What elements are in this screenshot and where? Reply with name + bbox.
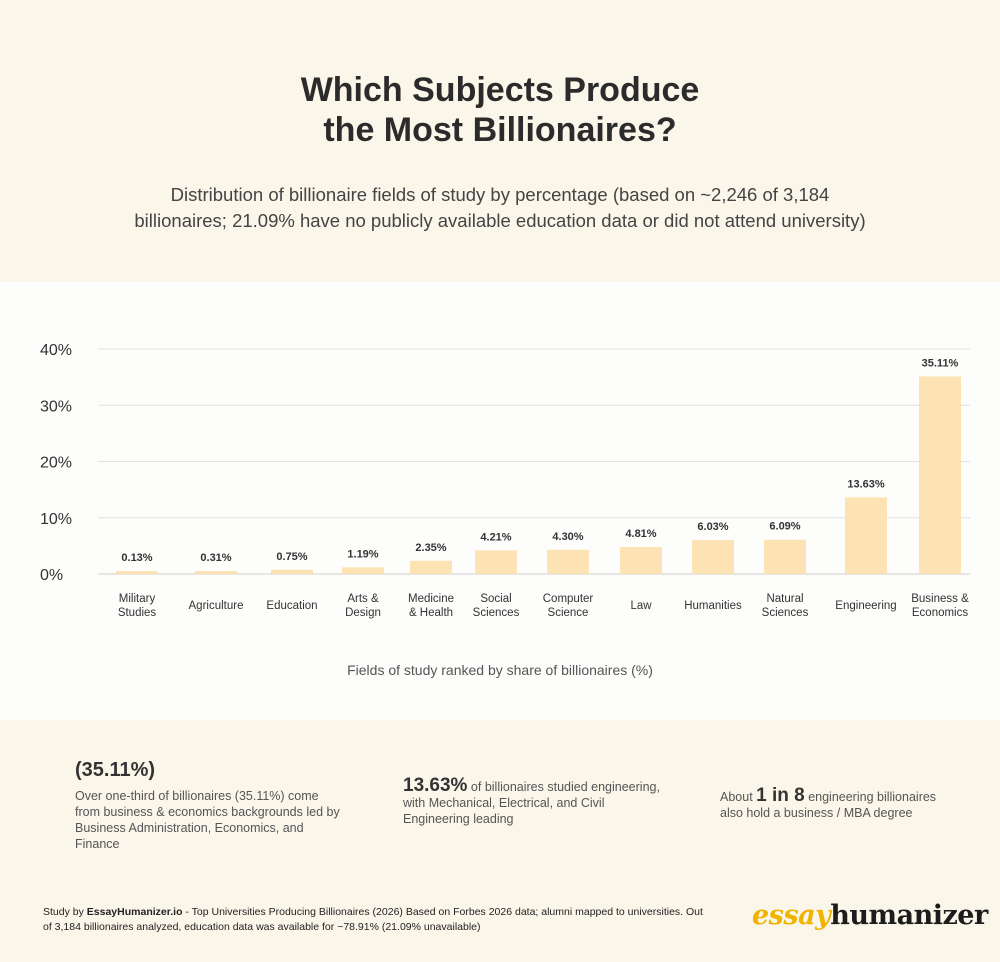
data-label: 4.81%: [625, 528, 656, 540]
footer-source-note: Study by EssayHumanizer.io - Top Univers…: [43, 905, 703, 935]
data-label: 13.63%: [847, 478, 885, 490]
bar: [764, 539, 806, 574]
x-tick-label: Arts &: [347, 593, 379, 605]
x-tick-label: Sciences: [762, 607, 809, 619]
data-label: 0.31%: [200, 552, 231, 564]
data-label: 4.21%: [480, 531, 511, 543]
bar: [116, 571, 158, 574]
stats-panel: (35.11%) Over one-third of billionaires …: [0, 720, 1000, 962]
x-tick-label: Design: [345, 607, 381, 619]
footer-text: - Top Universities Producing Billionaire…: [43, 906, 703, 933]
bar: [547, 549, 589, 574]
stat-engineering-text: of billionaires studied engineering, wit…: [403, 780, 660, 826]
x-tick-label: Education: [266, 600, 317, 612]
header: Which Subjects Produce the Most Billiona…: [0, 0, 1000, 282]
data-label: 6.09%: [769, 521, 800, 533]
bar: [475, 550, 517, 574]
data-label: 2.35%: [415, 542, 446, 554]
data-label: 35.11%: [922, 358, 959, 370]
x-tick-label: & Health: [409, 607, 453, 619]
stat-business: (35.11%) Over one-third of billionaires …: [75, 758, 345, 852]
x-tick-label: Sciences: [473, 607, 520, 619]
y-tick-label: 10%: [40, 511, 72, 528]
stat-mba-text: engineering billionaires also hold a bus…: [720, 790, 937, 820]
stat-business-text: Over one-third of billionaires (35.11%) …: [75, 789, 340, 851]
y-tick-label: 40%: [40, 342, 72, 359]
chart-area: 0% 10% 20% 30% 40% 0.13% Military Studies 0.31% A…: [0, 282, 1000, 720]
bar: [919, 376, 961, 574]
y-tick-label: 20%: [40, 455, 72, 472]
bar: [620, 546, 662, 574]
x-tick-label: Natural: [766, 593, 803, 605]
footer-brand: EssayHumanizer.io: [86, 906, 183, 918]
x-axis-title: Fields of study ranked by share of billi…: [347, 662, 653, 678]
title-line-2: the Most Billionaires?: [323, 111, 677, 149]
x-tick-label: Computer: [543, 593, 594, 605]
page-subtitle: Distribution of billionaire fields of st…: [134, 184, 866, 231]
footer-prefix: Study by: [43, 906, 87, 918]
data-label: 0.75%: [276, 551, 307, 563]
page-title: Which Subjects Produce the Most Billiona…: [0, 70, 1000, 150]
bar: [410, 560, 452, 574]
x-tick-label: Engineering: [835, 600, 896, 612]
x-tick-label: Humanities: [684, 600, 742, 612]
stat-mba-value: 1 in 8: [756, 785, 805, 806]
y-tick-label: 0%: [40, 567, 63, 584]
x-tick-label: Law: [630, 600, 652, 612]
data-label: 4.30%: [552, 531, 583, 543]
x-tick-label: Military: [119, 593, 156, 605]
logo-essay: essay: [752, 900, 831, 931]
logo-humanizer: humanizer: [830, 900, 988, 931]
data-label: 0.13%: [121, 552, 152, 564]
title-line-1: Which Subjects Produce: [300, 71, 700, 109]
data-label: 1.19%: [347, 548, 378, 560]
x-tick-label: Medicine: [408, 593, 454, 605]
data-label: 6.03%: [697, 521, 728, 533]
x-tick-label: Economics: [912, 607, 968, 619]
x-tick-label: Science: [548, 607, 589, 619]
bar: [195, 571, 237, 574]
stat-engineering-value: 13.63%: [403, 775, 468, 796]
stat-mba-prefix: About: [720, 790, 757, 804]
x-tick-label: Studies: [118, 607, 157, 619]
bar: [271, 569, 313, 574]
bar: [342, 567, 384, 574]
stat-engineering: 13.63% of billionaires studied engineeri…: [403, 775, 673, 827]
x-tick-label: Agriculture: [189, 600, 244, 612]
y-tick-label: 30%: [40, 398, 72, 415]
stat-mba: About 1 in 8 engineering billionaires al…: [720, 785, 960, 821]
x-tick-label: Business &: [911, 593, 969, 605]
brand-logo: essayhumanizer: [752, 900, 988, 932]
bar-chart: 0% 10% 20% 30% 40% 0.13% Military Studies 0.31% A…: [40, 342, 970, 619]
stat-business-value: (35.11%): [75, 759, 156, 781]
bar: [692, 540, 734, 574]
bar: [845, 497, 887, 574]
x-tick-label: Social: [480, 593, 511, 605]
